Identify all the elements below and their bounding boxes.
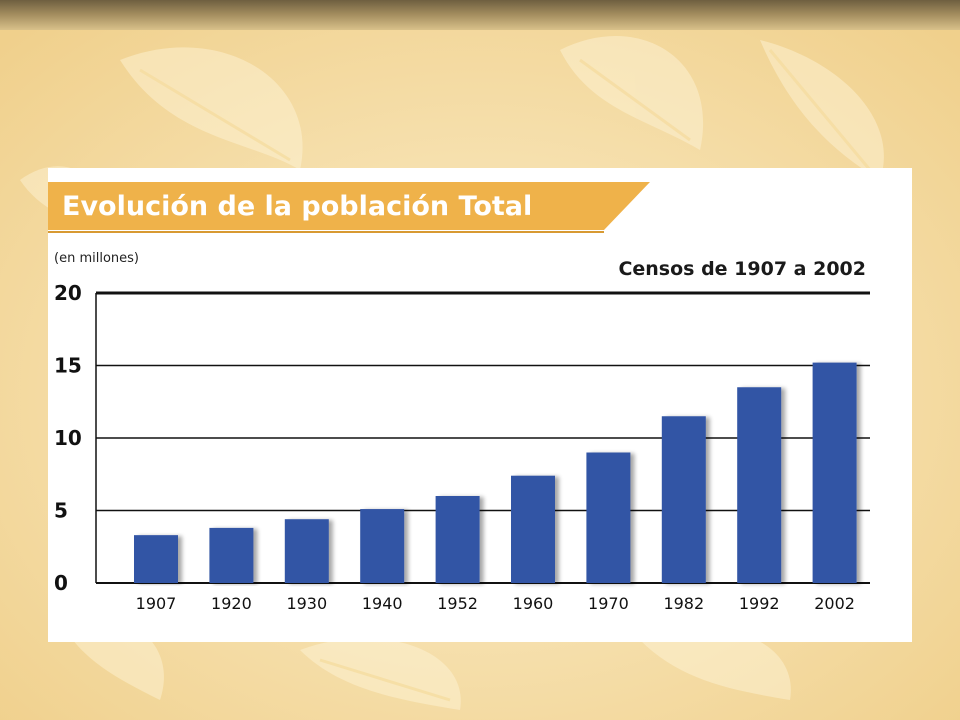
x-tick-label: 1952 [437, 594, 478, 613]
bar-2002 [812, 362, 857, 583]
x-tick-label: 1920 [211, 594, 252, 613]
x-tick-label: 2002 [814, 594, 855, 613]
x-axis-ticks: 1907 1920 1930 1940 1952 1960 1970 1982 1992 2002 [136, 594, 855, 613]
x-tick-label: 1940 [362, 594, 403, 613]
bar-1982 [661, 416, 706, 583]
bars [134, 362, 857, 583]
y-axis-unit-label: (en millones) [54, 251, 139, 266]
x-tick-label: 1982 [663, 594, 704, 613]
bar-1930 [284, 519, 329, 583]
x-tick-label: 1960 [513, 594, 554, 613]
chart-title: Evolución de la población Total [62, 191, 532, 222]
y-axis-ticks: 0 5 10 15 20 [54, 281, 82, 595]
bar-1960 [511, 475, 555, 583]
x-tick-label: 1907 [136, 594, 177, 613]
x-tick-label: 1970 [588, 594, 629, 613]
title-banner [48, 182, 650, 230]
y-tick-label: 15 [54, 354, 82, 378]
y-tick-label: 5 [54, 499, 68, 523]
top-band [0, 0, 960, 30]
x-tick-label: 1992 [739, 594, 780, 613]
bar-1920 [209, 527, 254, 583]
bar-1970 [586, 452, 631, 583]
x-tick-label: 1930 [286, 594, 327, 613]
bar-1907 [134, 535, 178, 583]
chart-subtitle: Censos de 1907 a 2002 [618, 258, 866, 280]
bar-chart: Evolución de la población Total (en mill… [48, 182, 870, 613]
bar-1952 [435, 496, 480, 583]
y-tick-label: 20 [54, 281, 82, 305]
leaf-veins [139, 49, 872, 702]
chart-card: Evolución de la población Total (en mill… [48, 168, 912, 642]
bar-1940 [360, 509, 405, 583]
y-tick-label: 0 [54, 571, 68, 595]
y-tick-label: 10 [54, 426, 82, 450]
bar-1992 [737, 387, 782, 583]
